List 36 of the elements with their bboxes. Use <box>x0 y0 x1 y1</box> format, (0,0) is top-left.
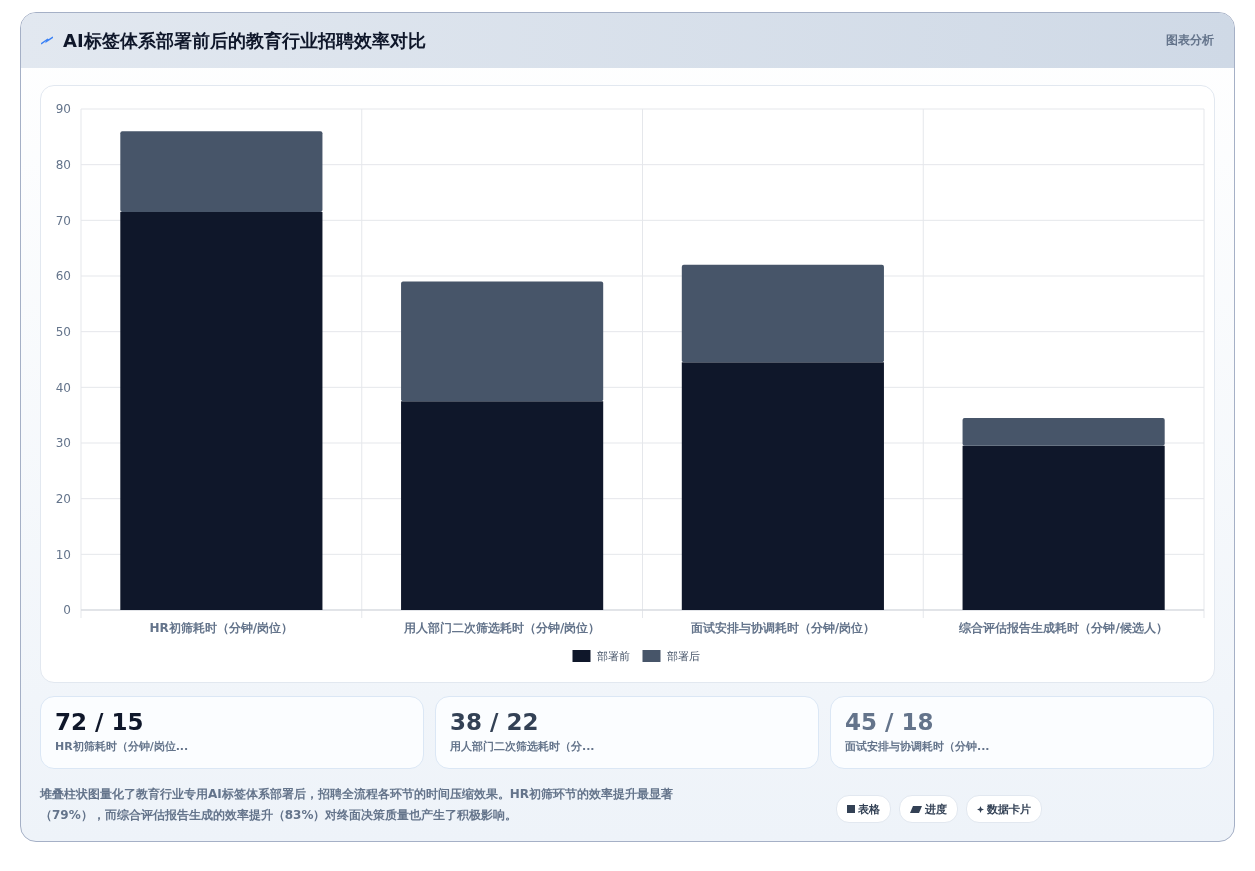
x-tick-label: 综合评估报告生成耗时（分钟/候选人） <box>958 621 1168 635</box>
text: HR初筛耗时（分钟/岗位... <box>55 739 190 754</box>
text: 用人部门二次筛选耗时（分... <box>450 739 596 754</box>
text: 表格 <box>858 801 880 817</box>
text: 45 / 18 <box>845 709 935 735</box>
x-tick-label: 用人部门二次筛选耗时（分钟/岗位） <box>402 621 601 635</box>
legend-label: 部署后 <box>666 649 700 663</box>
y-tick-label: 60 <box>55 269 71 284</box>
chart-title: AI标签体系部署前后的教育行业招聘效率对比 <box>63 28 426 53</box>
y-tick-label: 70 <box>55 213 71 228</box>
y-tick-label: 80 <box>55 157 71 172</box>
bar <box>681 264 884 363</box>
y-tick-label: 20 <box>55 491 71 506</box>
text: 进度 <box>925 801 947 817</box>
text: 图表分析 <box>1166 32 1214 49</box>
bar <box>962 417 1165 446</box>
legend-label: 部署前 <box>596 649 630 663</box>
text: 面试安排与协调耗时（分钟... <box>845 739 991 754</box>
x-tick-label: HR初筛耗时（分钟/岗位） <box>149 621 294 635</box>
bar <box>962 445 1165 610</box>
y-tick-label: 0 <box>63 603 71 618</box>
y-tick-label: 10 <box>55 547 71 562</box>
y-tick-label: 40 <box>55 380 71 395</box>
bar <box>401 401 604 610</box>
text: 堆叠柱状图量化了教育行业专用AI标签体系部署后，招聘全流程各环节的时间压缩效果。HR初筛环节的效率提升最显著（79%），而综合评估报告生成的效率提升（83%）对终面决策质量也产生了积极影响。 <box>40 786 675 824</box>
y-tick-label: 50 <box>55 324 71 339</box>
text: 38 / 22 <box>450 709 540 735</box>
y-tick-label: 30 <box>55 436 71 451</box>
bar <box>120 131 323 212</box>
x-tick-label: 面试安排与协调耗时（分钟/岗位） <box>689 621 876 635</box>
bar <box>120 211 323 610</box>
bar <box>401 281 604 402</box>
text: 数据卡片 <box>987 801 1031 817</box>
bar <box>681 362 884 610</box>
y-tick-label: 90 <box>55 102 71 117</box>
text: 72 / 15 <box>55 709 145 735</box>
